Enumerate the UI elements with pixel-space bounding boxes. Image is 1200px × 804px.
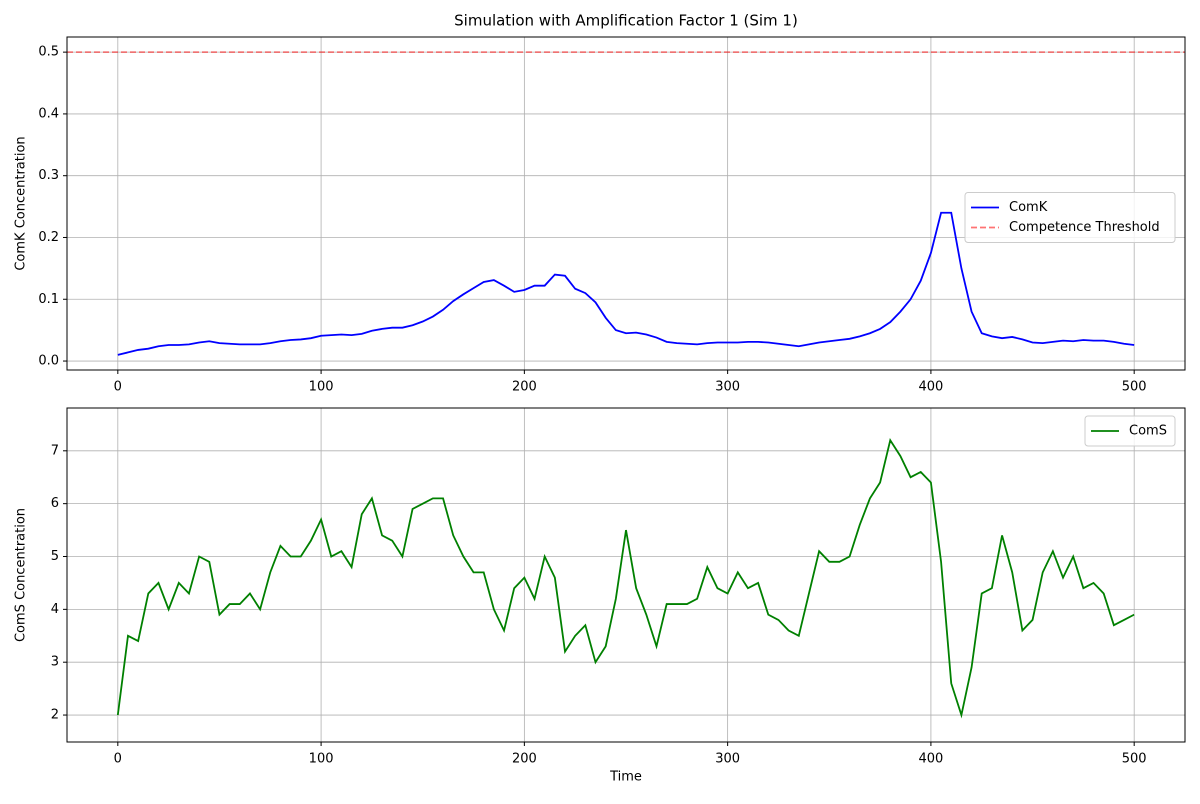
x-tick-label: 300: [715, 752, 740, 767]
x-tick-label: 400: [918, 380, 943, 395]
x-tick-label: 0: [114, 752, 122, 767]
x-tick-label: 500: [1122, 752, 1147, 767]
x-axis-label: Time: [609, 770, 642, 785]
y-tick-label: 0.4: [38, 106, 59, 121]
data-line: [117, 211, 1135, 356]
y-tick-label: 5: [51, 549, 59, 564]
legend-label: ComS: [1129, 424, 1167, 439]
x-tick-label: 100: [309, 380, 334, 395]
x-tick-label: 200: [512, 752, 537, 767]
y-tick-label: 3: [51, 655, 59, 670]
y-axis-label: ComS Concentration: [14, 508, 29, 642]
plot-frame: [66, 36, 1186, 371]
y-tick-label: 0.5: [38, 45, 59, 60]
y-tick-label: 0.1: [38, 292, 59, 307]
y-axis-label: ComK Concentration: [14, 136, 29, 270]
x-tick-label: 0: [114, 380, 122, 395]
y-tick-label: 0.3: [38, 168, 59, 183]
data-line: [116, 437, 1135, 719]
legend-label: ComK: [1009, 200, 1048, 215]
y-tick-label: 7: [51, 443, 59, 458]
x-tick-label: 400: [918, 752, 943, 767]
y-tick-label: 2: [51, 708, 59, 723]
legend-box: [1084, 415, 1176, 447]
y-tick-label: 4: [51, 602, 59, 617]
plot-frame: [66, 407, 1186, 743]
x-tick-label: 200: [512, 380, 537, 395]
y-tick-label: 0.0: [38, 354, 59, 369]
y-tick-label: 0.2: [38, 230, 59, 245]
x-tick-label: 300: [715, 380, 740, 395]
y-tick-label: 6: [51, 496, 59, 511]
x-tick-label: 100: [309, 752, 334, 767]
chart-title: Simulation with Amplification Factor 1 (…: [454, 12, 798, 30]
legend-label: Competence Threshold: [1009, 220, 1160, 235]
x-tick-label: 500: [1122, 380, 1147, 395]
legend-box: [964, 192, 1176, 243]
